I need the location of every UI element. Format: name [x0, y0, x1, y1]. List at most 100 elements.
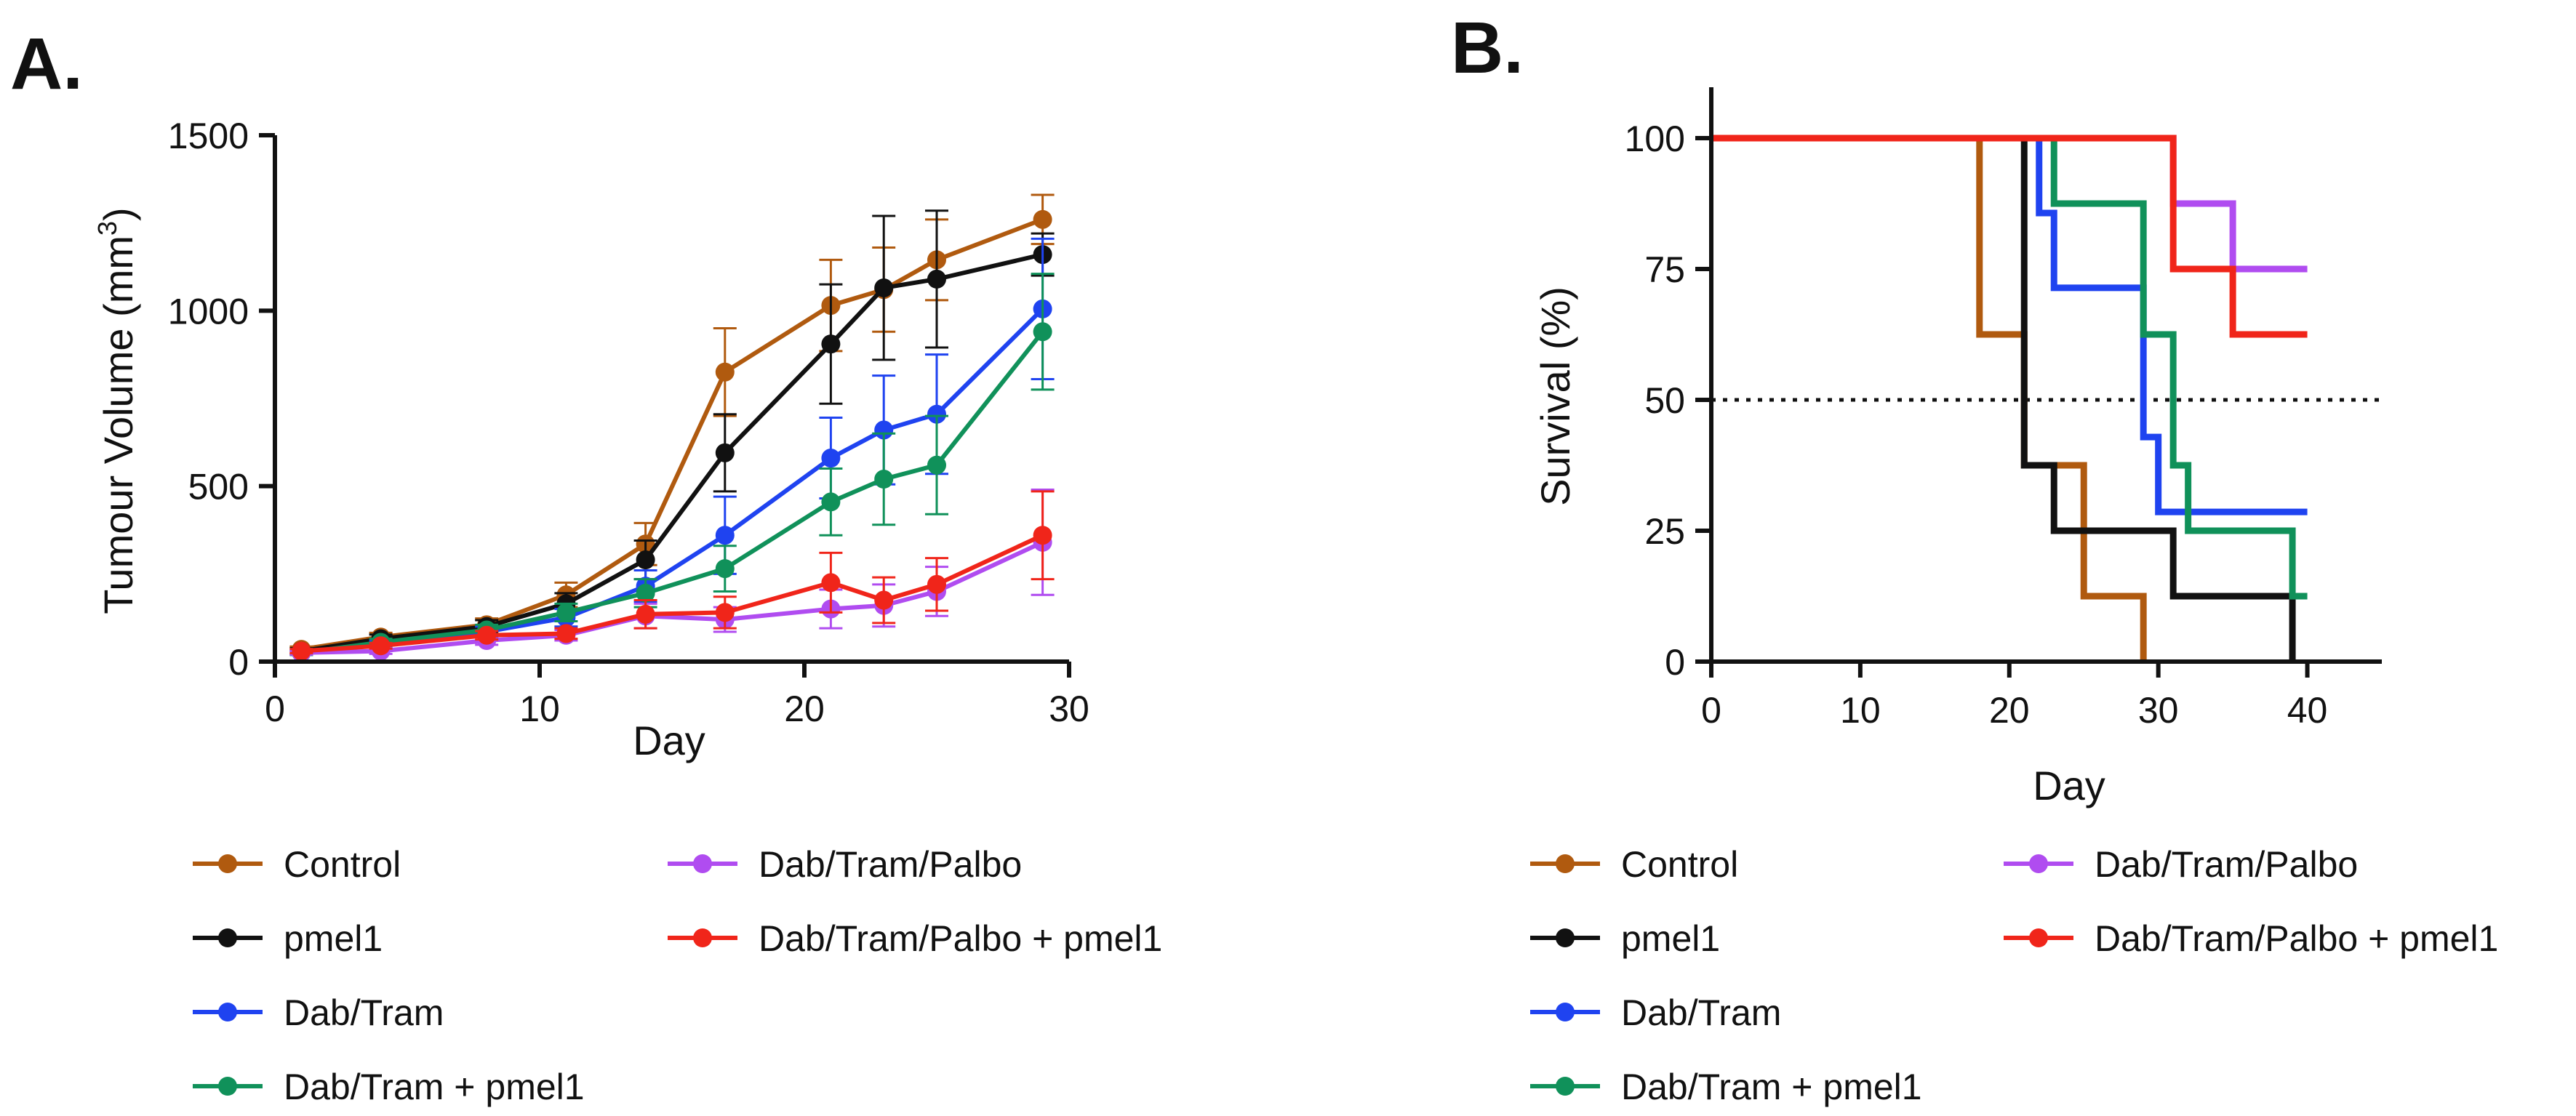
data-point — [927, 455, 946, 475]
panel-b-legend-entry-dab-tram-palbo: Dab/Tram/Palbo — [2004, 844, 2358, 885]
legend-marker — [1556, 854, 1575, 873]
panel-b-legend-entry-control: Control — [1530, 844, 1738, 885]
data-point — [636, 604, 655, 624]
panel-b-x-axis-title: Day — [2033, 763, 2105, 808]
data-point — [874, 420, 894, 440]
data-point — [715, 526, 735, 545]
survival-curve-dab-tram-pmel1 — [1711, 135, 2308, 600]
panel-a-plot-area — [289, 193, 1055, 662]
series-dab-tram-palbo-pmel1 — [289, 490, 1055, 661]
panel-a-tumour-volume: A. 0 10 20 30 0 500 1000 1500 Day Tumour Volume… — [10, 23, 1162, 1107]
data-point — [715, 603, 735, 622]
data-point — [715, 559, 735, 579]
data-point — [1033, 526, 1052, 545]
legend-marker — [693, 854, 712, 873]
panel-b-legend-entry-dab-tram-pmel1: Dab/Tram + pmel1 — [1530, 1067, 1922, 1107]
panel-b-y-tick-label: 25 — [1644, 511, 1685, 552]
series-line — [300, 252, 1044, 654]
data-point — [292, 641, 311, 661]
panel-b-y-tick-label: 75 — [1644, 249, 1685, 290]
panel-b-legend-entry-dab-tram: Dab/Tram — [1530, 992, 1781, 1033]
legend-label: Dab/Tram/Palbo + pmel1 — [2095, 918, 2498, 959]
panel-a-x-axis-title: Day — [633, 718, 705, 763]
data-point — [371, 636, 391, 656]
panel-a-x-tick-label: 20 — [784, 689, 825, 729]
panel-a-x-tick-label: 30 — [1049, 689, 1089, 729]
panel-a-ticks: 0 10 20 30 0 500 1000 1500 — [168, 116, 1089, 729]
legend-marker — [2029, 854, 2048, 873]
panel-a-legend-entry-dab-tram-palbo: Dab/Tram/Palbo — [668, 844, 1022, 885]
survival-curve-control — [1711, 135, 2147, 662]
panel-a-legend-entry-control: Control — [193, 844, 401, 885]
data-point — [715, 443, 735, 462]
legend-label: Dab/Tram/Palbo — [759, 844, 1022, 885]
data-point — [821, 573, 841, 593]
data-point — [927, 574, 946, 594]
legend-label: Dab/Tram — [1621, 992, 1781, 1033]
panel-b-plot-area — [1711, 135, 2308, 662]
legend-marker — [218, 1077, 237, 1096]
panel-b-x-tick-label: 40 — [2287, 690, 2328, 731]
legend-marker — [693, 928, 712, 947]
data-point — [874, 470, 894, 489]
data-point — [821, 334, 841, 354]
data-point — [927, 404, 946, 424]
panel-b-y-axis-title: Survival (%) — [1532, 286, 1578, 506]
panel-b-x-tick-label: 10 — [1840, 690, 1881, 731]
survival-curve-pmel1 — [1711, 135, 2296, 662]
data-point — [556, 624, 576, 643]
legend-label: pmel1 — [284, 918, 383, 959]
data-point — [1033, 322, 1052, 342]
legend-marker — [2029, 928, 2048, 947]
survival-curve-dab-tram — [1711, 135, 2308, 515]
survival-curve-dab-tram-palbo — [1711, 135, 2308, 273]
legend-marker — [218, 854, 237, 873]
panel-a-legend: Control pmel1 Dab/Tram Dab/Tram + pmel1 Dab/… — [193, 844, 1162, 1107]
legend-label: Control — [1621, 844, 1738, 885]
data-point — [821, 449, 841, 468]
data-point — [477, 625, 497, 645]
data-point — [821, 492, 841, 512]
data-point — [636, 550, 655, 570]
data-point — [874, 590, 894, 610]
panel-b-y-tick-label: 50 — [1644, 380, 1685, 421]
data-point — [715, 362, 735, 382]
panel-a-y-tick-label: 1000 — [168, 291, 249, 332]
legend-label: Dab/Tram/Palbo + pmel1 — [759, 918, 1162, 959]
panel-b-y-tick-label: 100 — [1625, 119, 1685, 159]
legend-label: Control — [284, 844, 401, 885]
panel-b-x-tick-label: 30 — [2138, 690, 2179, 731]
data-point — [636, 583, 655, 603]
legend-label: Dab/Tram + pmel1 — [1621, 1067, 1922, 1107]
panel-b-x-tick-label: 20 — [1989, 690, 2030, 731]
series-line — [301, 533, 1044, 654]
legend-label: Dab/Tram/Palbo — [2095, 844, 2358, 885]
panel-a-y-axis-title-main: Tumour Volume (mm — [95, 236, 141, 614]
panel-a-y-axis-title: Tumour Volume (mm3) — [92, 207, 141, 614]
panel-b-x-tick-label: 0 — [1701, 690, 1721, 731]
panel-b-ticks: 0 10 20 30 40 0 25 50 75 100 — [1625, 119, 2328, 731]
panel-b-legend-entry-pmel1: pmel1 — [1530, 918, 1720, 959]
panel-a-letter: A. — [10, 23, 83, 105]
legend-label: Dab/Tram + pmel1 — [284, 1067, 585, 1107]
legend-label: Dab/Tram — [284, 992, 444, 1033]
data-point — [927, 269, 946, 289]
panel-b-y-tick-label: 0 — [1665, 642, 1685, 683]
panel-a-y-axis-title-close: ) — [95, 207, 141, 221]
panel-a-y-tick-label: 1500 — [168, 116, 249, 156]
legend-marker — [218, 1003, 237, 1021]
series-line — [301, 307, 1044, 655]
panel-a-y-tick-label: 0 — [228, 642, 249, 683]
survival-curve-dab-tram-palbo-pmel1 — [1711, 135, 2308, 338]
legend-marker — [1556, 1003, 1575, 1021]
panel-a-legend-entry-pmel1: pmel1 — [193, 918, 383, 959]
legend-marker — [218, 928, 237, 947]
series-dab-tram-pmel1 — [289, 273, 1055, 662]
legend-marker — [1556, 1077, 1575, 1096]
panel-a-y-axis-title-sup: 3 — [92, 221, 122, 236]
data-point — [1033, 209, 1052, 229]
series-line — [301, 540, 1044, 655]
panel-a-x-tick-label: 10 — [519, 689, 560, 729]
